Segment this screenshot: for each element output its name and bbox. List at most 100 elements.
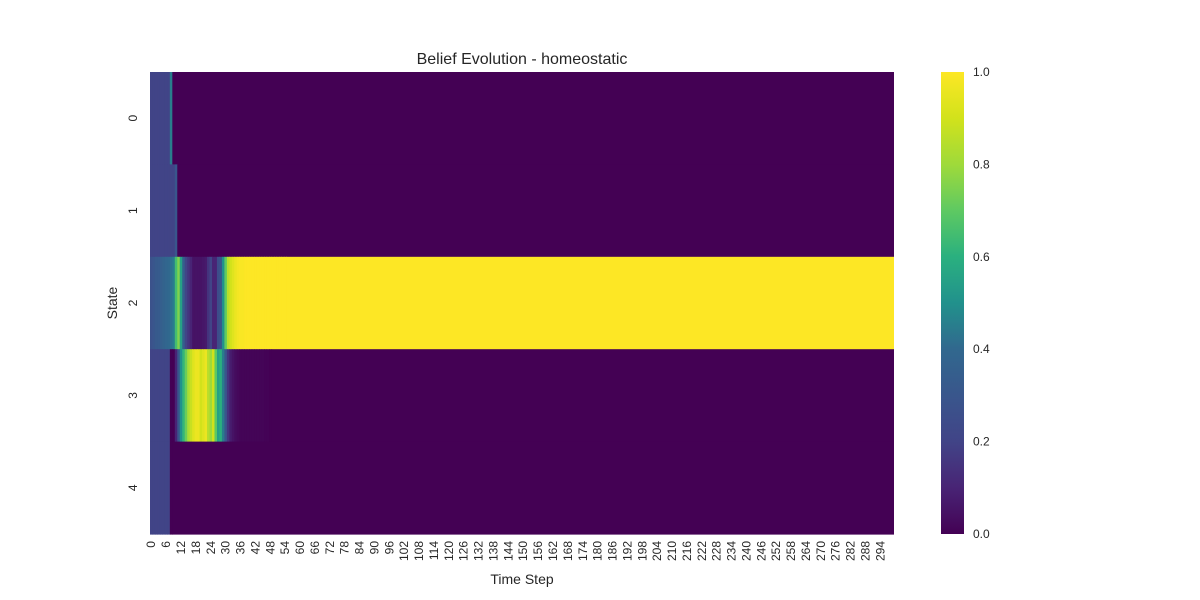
heatmap-cell bbox=[269, 349, 273, 443]
heatmap-cell bbox=[184, 256, 188, 350]
x-tick-label: 42 bbox=[248, 541, 262, 555]
heatmap-cell bbox=[199, 349, 203, 443]
heatmap-cell bbox=[199, 256, 203, 350]
heatmap-cell bbox=[157, 256, 161, 350]
heatmap-cell bbox=[172, 72, 176, 165]
x-tick-label: 282 bbox=[844, 541, 858, 561]
heatmap-cell bbox=[274, 256, 278, 350]
x-tick-label: 18 bbox=[189, 541, 203, 555]
heatmap-cell bbox=[229, 349, 233, 443]
heatmap-cell bbox=[150, 349, 154, 443]
heatmap-cell bbox=[251, 256, 255, 350]
heatmap-cell bbox=[164, 256, 168, 350]
heatmap-cell bbox=[276, 256, 280, 350]
heatmap-cell bbox=[239, 256, 243, 350]
heatmap-cell bbox=[172, 349, 176, 443]
heatmap-cell bbox=[184, 349, 188, 443]
heatmap-cell bbox=[152, 72, 156, 165]
heatmap-cell bbox=[152, 441, 156, 535]
heatmap-cell bbox=[241, 256, 245, 350]
heatmap-cell bbox=[162, 164, 166, 258]
x-tick-label: 252 bbox=[769, 541, 783, 561]
x-tick-label: 264 bbox=[799, 541, 813, 561]
x-tick-label: 138 bbox=[487, 541, 501, 561]
heatmap-cell bbox=[241, 349, 245, 443]
heatmap-cell bbox=[231, 349, 235, 443]
heatmap-cell bbox=[150, 256, 154, 350]
x-tick-label: 126 bbox=[457, 541, 471, 561]
heatmap-cell bbox=[216, 256, 221, 350]
x-tick-label: 180 bbox=[591, 541, 605, 561]
heatmap-cell bbox=[269, 256, 273, 350]
y-tick-label: 4 bbox=[126, 484, 140, 491]
x-tick-label: 0 bbox=[144, 541, 158, 548]
heatmap-cell bbox=[266, 256, 270, 350]
heatmap-cell bbox=[202, 349, 206, 443]
heatmap-steady-band bbox=[286, 256, 894, 350]
heatmap-cell bbox=[167, 441, 171, 535]
heatmap-cell bbox=[234, 256, 238, 350]
heatmap-cell bbox=[154, 72, 159, 165]
heatmap-cell bbox=[172, 164, 176, 258]
heatmap-cell bbox=[164, 349, 168, 443]
x-tick-label: 150 bbox=[516, 541, 530, 561]
colorbar-tick-label: 0.0 bbox=[973, 527, 990, 541]
x-tick-label: 30 bbox=[219, 541, 233, 555]
x-tick-label: 246 bbox=[754, 541, 768, 561]
heatmap-cell bbox=[197, 349, 201, 443]
heatmap-cell bbox=[162, 349, 166, 443]
heatmap-cell bbox=[189, 256, 193, 350]
heatmap-cell bbox=[244, 349, 248, 443]
heatmap-cell bbox=[159, 72, 163, 165]
heatmap-cell bbox=[261, 256, 265, 350]
heatmap-cells bbox=[150, 72, 895, 535]
y-axis-label: State bbox=[104, 286, 120, 319]
heatmap-cell bbox=[159, 441, 163, 535]
heatmap-cell bbox=[214, 256, 218, 350]
heatmap-cell bbox=[174, 349, 178, 443]
heatmap-cell bbox=[150, 441, 154, 535]
heatmap-cell bbox=[157, 72, 161, 165]
x-tick-label: 54 bbox=[278, 541, 292, 555]
x-tick-label: 156 bbox=[531, 541, 545, 561]
heatmap-cell bbox=[157, 164, 161, 258]
heatmap-steady-band bbox=[174, 72, 895, 165]
heatmap-cell bbox=[204, 349, 208, 443]
heatmap-cell bbox=[150, 164, 154, 258]
heatmap-cell bbox=[256, 256, 260, 350]
heatmap-cell bbox=[179, 256, 183, 350]
heatmap-cell bbox=[152, 349, 156, 443]
x-tick-label: 84 bbox=[353, 541, 367, 555]
heatmap-cell bbox=[259, 256, 263, 350]
heatmap-cell bbox=[207, 349, 211, 443]
heatmap-cell bbox=[187, 349, 191, 443]
heatmap-cell bbox=[224, 256, 228, 350]
x-tick-label: 24 bbox=[204, 541, 218, 555]
heatmap-cell bbox=[281, 256, 285, 350]
x-tick-label: 192 bbox=[620, 541, 634, 561]
x-tick-label: 12 bbox=[174, 541, 188, 555]
x-tick-label: 36 bbox=[234, 541, 248, 555]
heatmap-cell bbox=[189, 349, 193, 443]
heatmap-cell bbox=[219, 349, 223, 443]
heatmap-cell bbox=[182, 256, 186, 350]
heatmap-cell bbox=[169, 441, 173, 535]
x-tick-label: 222 bbox=[695, 541, 709, 561]
heatmap-cell bbox=[154, 349, 159, 443]
x-axis-label: Time Step bbox=[490, 571, 553, 587]
heatmap-steady-band bbox=[179, 164, 894, 258]
x-tick-label: 270 bbox=[814, 541, 828, 561]
heatmap-cell bbox=[150, 72, 154, 165]
heatmap-cell bbox=[167, 164, 171, 258]
heatmap-cell bbox=[226, 349, 230, 443]
heatmap-cell bbox=[212, 256, 216, 350]
chart-title: Belief Evolution - homeostatic bbox=[417, 51, 628, 68]
colorbar-tick-label: 0.2 bbox=[973, 435, 990, 449]
x-tick-label: 174 bbox=[576, 541, 590, 561]
x-tick-label: 216 bbox=[680, 541, 694, 561]
heatmap-cell bbox=[162, 72, 166, 165]
heatmap-cell bbox=[244, 256, 248, 350]
y-tick-label: 2 bbox=[126, 299, 140, 306]
heatmap-cell bbox=[209, 256, 213, 350]
heatmap-cell bbox=[159, 164, 163, 258]
